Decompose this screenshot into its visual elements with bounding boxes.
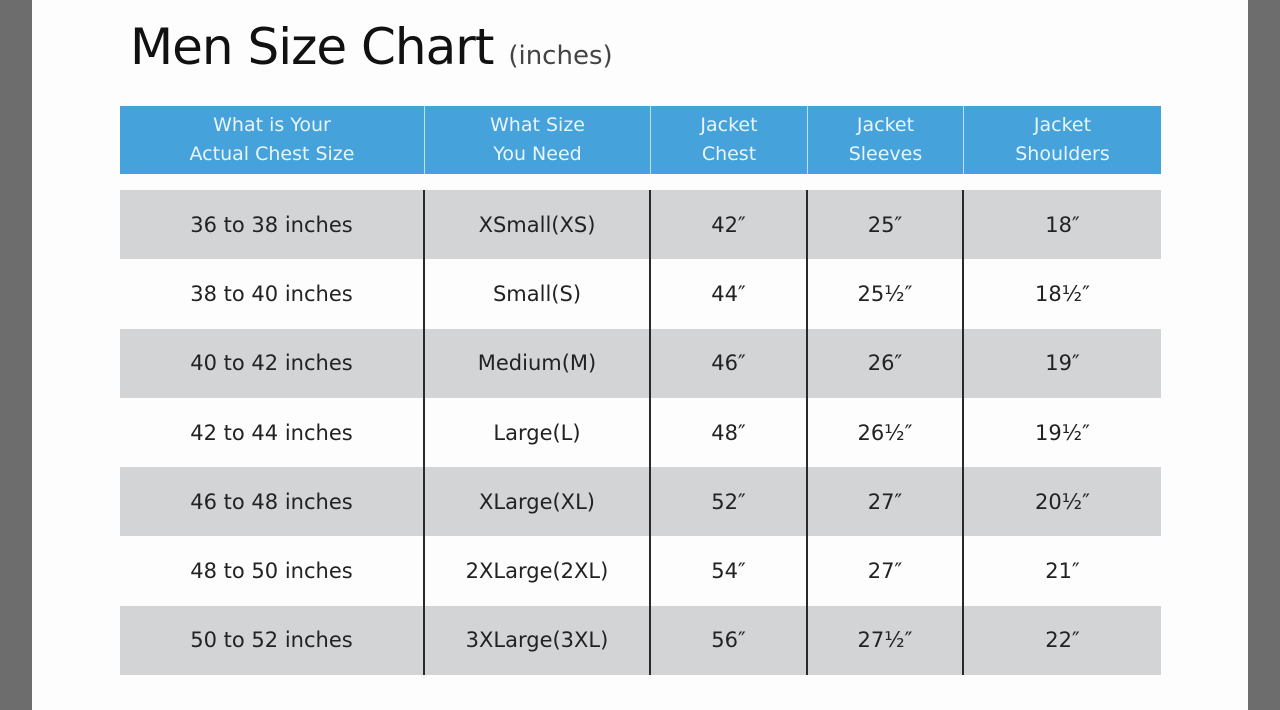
table-cell: 3XLarge(3XL) <box>425 605 651 676</box>
table-row: 38 to 40 inches Small(S) 44″ 25½″ 18½″ <box>120 259 1161 329</box>
table-cell: 38 to 40 inches <box>120 259 425 329</box>
table-cell: 36 to 38 inches <box>120 190 425 260</box>
table-cell: 26″ <box>808 328 964 398</box>
table-row: 46 to 48 inches XLarge(XL) 52″ 27″ 20½″ <box>120 467 1161 537</box>
table-cell: Medium(M) <box>425 328 651 398</box>
table-cell: 22″ <box>1045 628 1080 653</box>
table-cell: XSmall(XS) <box>425 190 651 260</box>
table-cell: 44″ <box>651 259 808 329</box>
table-cell: 25″ <box>808 190 964 260</box>
title-unit: (inches) <box>508 41 613 71</box>
table-cell: Large(L) <box>425 397 651 468</box>
table-cell: 56″ <box>651 605 808 676</box>
table-row: 48 to 50 inches 2XLarge(2XL) 54″ 27″ 21″ <box>120 536 1161 606</box>
table-cell: 27½″ <box>808 605 964 676</box>
table-row: 40 to 42 inches Medium(M) 46″ 26″ 19″ <box>120 328 1161 398</box>
table-cell: 19½″ <box>1035 420 1090 445</box>
table-cell: 19″ <box>1045 351 1080 376</box>
table-cell: 20½″ <box>1035 489 1090 514</box>
header-jacket-sleeves: Jacket Sleeves <box>808 106 964 174</box>
table-cell: 40 to 42 inches <box>120 328 425 398</box>
table-header: What is Your Actual Chest Size What Size… <box>120 106 1161 174</box>
table-cell: 27″ <box>808 536 964 606</box>
header-jacket-chest: Jacket Chest <box>651 106 808 174</box>
table-cell: 25½″ <box>808 259 964 329</box>
table-cell: 18″ <box>1045 212 1080 237</box>
table-cell: 27″ <box>808 467 964 537</box>
header-jacket-shoulders: Jacket Shoulders <box>1015 114 1110 165</box>
table-cell: 21″ <box>1045 559 1080 584</box>
table-cell: 48″ <box>651 397 808 468</box>
table-row: 36 to 38 inches XSmall(XS) 42″ 25″ 18″ <box>120 190 1161 260</box>
table-cell: 54″ <box>651 536 808 606</box>
table-cell: 18½″ <box>1035 281 1090 306</box>
table-cell: 50 to 52 inches <box>120 605 425 676</box>
title-text: Men Size Chart <box>130 18 494 76</box>
table-cell: 42 to 44 inches <box>120 397 425 468</box>
table-cell: 52″ <box>651 467 808 537</box>
table-cell: Small(S) <box>425 259 651 329</box>
header-size-needed: What Size You Need <box>425 106 651 174</box>
table-row: 50 to 52 inches 3XLarge(3XL) 56″ 27½″ 22″ <box>120 605 1161 676</box>
table-cell: XLarge(XL) <box>425 467 651 537</box>
table-cell: 26½″ <box>808 397 964 468</box>
table-cell: 46 to 48 inches <box>120 467 425 537</box>
table-row: 42 to 44 inches Large(L) 48″ 26½″ 19½″ <box>120 397 1161 468</box>
table-cell: 42″ <box>651 190 808 260</box>
table-cell: 46″ <box>651 328 808 398</box>
header-chest-size: What is Your Actual Chest Size <box>120 106 425 174</box>
size-table-body: 36 to 38 inches XSmall(XS) 42″ 25″ 18″ 38 to … <box>120 190 1161 676</box>
table-cell: 48 to 50 inches <box>120 536 425 606</box>
table-cell: 2XLarge(2XL) <box>425 536 651 606</box>
chart-title: Men Size Chart (inches) <box>130 18 613 76</box>
